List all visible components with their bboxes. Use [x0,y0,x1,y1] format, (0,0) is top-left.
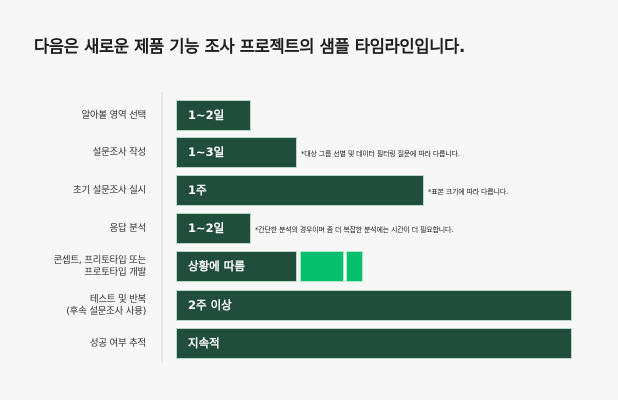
duration-bar-initial-survey: 1주 [176,175,424,206]
row-label-test-line1: 테스트 및 반복 [89,294,146,305]
duration-bar-track-success: 지속적 [176,328,572,359]
timeline-divider [161,92,163,362]
row-label-test-iterate: 테스트 및 반복 (후속 설문조사 사용) [66,294,146,318]
row-label-test-line2: (후속 설문조사 사용) [66,306,146,317]
row-label-select-area: 알아볼 영역 선택 [81,110,146,121]
row-label-prototype-line2: 프로토타입 개발 [84,267,146,278]
duration-bar-test-iterate: 2주 이상 [176,290,572,321]
page-title: 다음은 새로운 제품 기능 조사 프로젝트의 샘플 타임라인입니다. [34,37,465,56]
prototype-extra-segment-1 [300,251,344,282]
note-write-survey: *대상 그룹 선별 및 데이터 필터링 질문에 따라 다릅니다. [301,150,460,158]
row-label-prototype-line1: 콘셉트, 프리토타입 또는 [53,255,146,266]
note-analyze: *간단한 분석의 경우이며 좀 더 복잡한 분석에는 시간이 더 필요합니다. [255,226,454,234]
duration-bar-prototype: 상황에 따름 [176,251,297,282]
prototype-extra-segment-2 [346,251,363,282]
duration-bar-write-survey: 1~3일 [176,137,297,168]
note-initial-survey: *표본 크기에 따라 다릅니다. [428,188,509,196]
row-label-track-success: 성공 여부 추적 [89,338,146,349]
row-label-initial-survey: 초기 설문조사 실시 [73,185,146,196]
row-label-analyze: 응답 분석 [109,223,147,234]
row-label-write-survey: 설문조사 작성 [92,147,147,158]
duration-bar-analyze: 1~2일 [176,213,251,244]
row-label-prototype: 콘셉트, 프리토타입 또는 프로토타입 개발 [53,255,146,279]
duration-bar-select-area: 1~2일 [176,100,251,131]
